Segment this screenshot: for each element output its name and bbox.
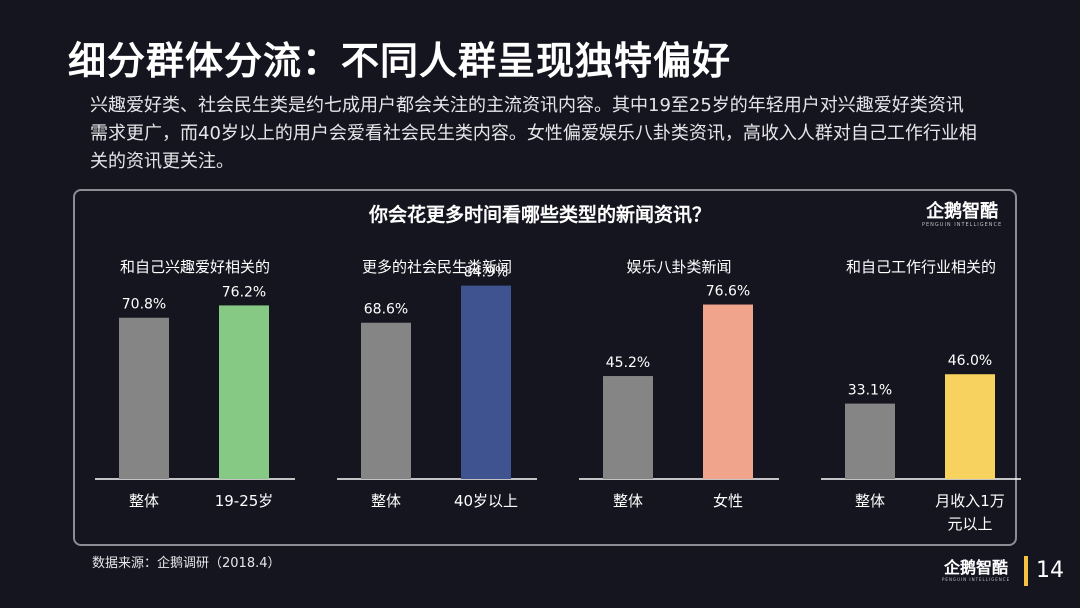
group-label: 和自己兴趣爱好相关的 <box>120 258 270 276</box>
logo-subtext: PENGUIN INTELLIGENCE <box>942 577 1011 582</box>
bar <box>461 285 511 479</box>
bar <box>119 317 169 479</box>
brand-logo-top: 企鹅智酷 PENGUIN INTELLIGENCE <box>922 203 1002 228</box>
bar <box>845 403 895 479</box>
data-label: 68.6% <box>364 302 408 318</box>
bar <box>361 322 411 479</box>
category-label: 整体 <box>613 492 643 510</box>
group-label: 娱乐八卦类新闻 <box>626 258 731 276</box>
logo-subtext: PENGUIN INTELLIGENCE <box>922 222 1003 228</box>
page-number: 14 <box>1036 558 1064 583</box>
logo-text: 企鹅智酷 <box>926 201 999 222</box>
group-label: 和自己工作行业相关的 <box>846 258 996 276</box>
data-source: 数据来源：企鹅调研（2018.4） <box>92 556 281 571</box>
category-label: 女性 <box>713 492 743 510</box>
data-label: 84.9% <box>464 265 508 281</box>
bar <box>603 376 653 479</box>
category-label: 19-25岁 <box>215 492 274 510</box>
category-label: 40岁以上 <box>454 492 518 510</box>
bar <box>945 374 995 479</box>
group-label: 更多的社会民生类新闻 <box>362 258 512 276</box>
category-label: 元以上 <box>947 515 992 533</box>
data-label: 45.2% <box>606 355 650 371</box>
chart-title: 你会花更多时间看哪些类型的新闻资讯？ <box>368 204 711 226</box>
data-label: 33.1% <box>848 383 892 399</box>
category-label: 月收入1万 <box>935 492 1005 510</box>
category-label: 整体 <box>371 492 401 510</box>
bar <box>219 305 269 479</box>
category-label: 整体 <box>129 492 159 510</box>
data-label: 76.2% <box>222 284 266 300</box>
chart-panel <box>73 189 1017 546</box>
page-number-divider <box>1024 556 1028 586</box>
page-description: 兴趣爱好类、社会民生类是约七成用户都会关注的主流资讯内容。其中19至25岁的年轻… <box>90 95 977 172</box>
data-label: 70.8% <box>122 297 166 313</box>
data-label: 46.0% <box>948 353 992 369</box>
bar <box>703 304 753 479</box>
brand-logo-bottom: 企鹅智酷 PENGUIN INTELLIGENCE <box>942 560 1010 582</box>
page-title: 细分群体分流：不同人群呈现独特偏好 <box>68 39 732 83</box>
category-label: 整体 <box>855 492 885 510</box>
data-label: 76.6% <box>706 284 750 300</box>
logo-text: 企鹅智酷 <box>944 558 1009 577</box>
